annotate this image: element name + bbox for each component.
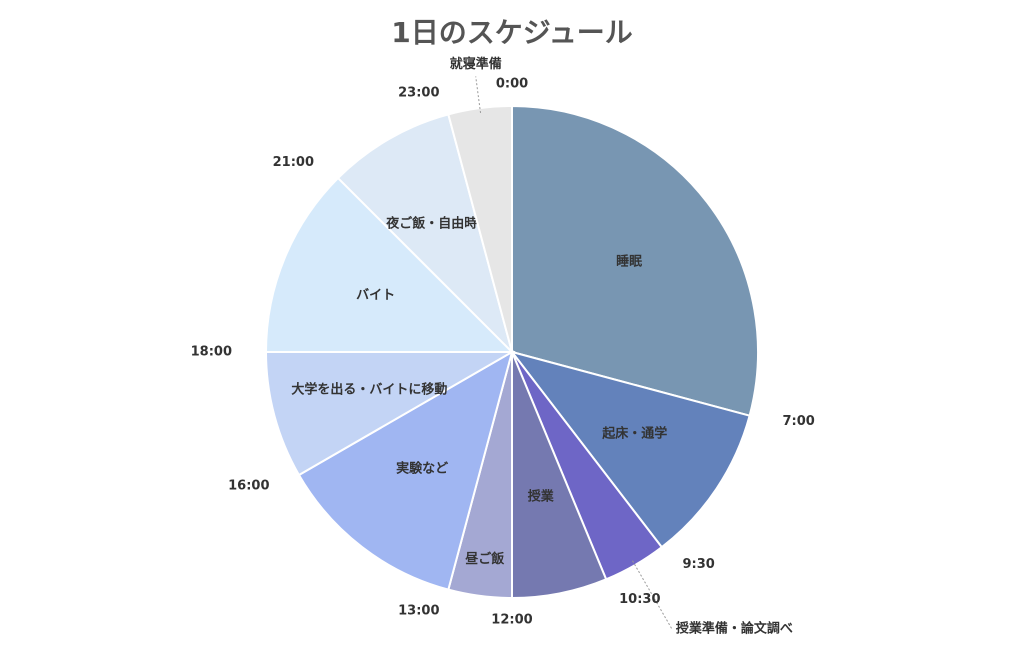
slice-label: 授業準備・論文調べ (676, 620, 793, 636)
time-label: 23:00 (398, 86, 439, 101)
pie-slice (511, 104, 759, 417)
slice-label: 大学を出る・バイトに移動 (291, 382, 447, 398)
pie-slice (336, 113, 514, 356)
pie-slice (297, 349, 514, 591)
leader-line (632, 560, 673, 630)
slice-label: バイト (356, 288, 395, 303)
time-label: 16:00 (228, 479, 269, 494)
slice-label: 就寝準備 (450, 56, 502, 72)
time-label: 10:30 (619, 592, 660, 607)
pie-slice (509, 350, 751, 549)
slice-label: 授業 (528, 488, 555, 504)
pie-slice (264, 176, 515, 353)
slice-label: 睡眠 (616, 254, 642, 270)
time-label: 7:00 (782, 414, 814, 429)
time-label: 13:00 (398, 603, 439, 618)
slice-label: 起床・通学 (601, 426, 667, 442)
slice-label: 夜ご飯・自由時間 (385, 216, 490, 232)
time-label: 21:00 (273, 155, 314, 170)
time-label: 0:00 (496, 77, 528, 92)
time-label: 9:30 (682, 557, 714, 572)
time-label: 18:00 (191, 345, 232, 360)
slice-label: 実験など (396, 461, 448, 477)
time-label: 12:00 (491, 613, 532, 628)
slice-label: 昼ご飯 (465, 551, 504, 567)
pie-slice (264, 351, 516, 477)
chart-title: 1日のスケジュール (391, 16, 633, 49)
